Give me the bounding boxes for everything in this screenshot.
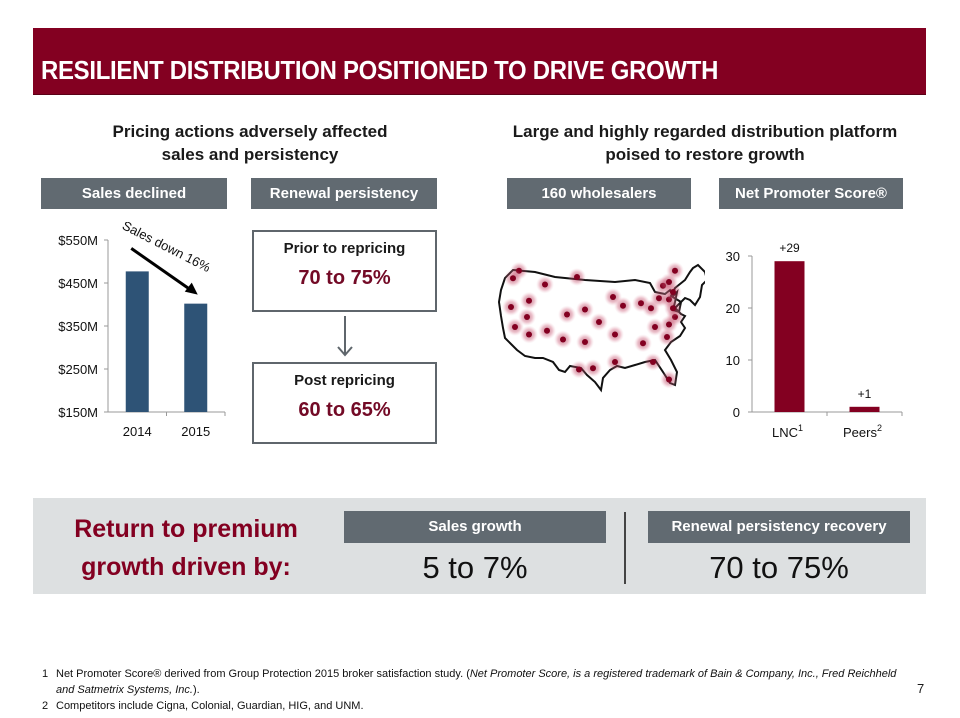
renewal-recovery-value: 70 to 75% bbox=[709, 550, 849, 585]
title-bar: RESILIENT DISTRIBUTION POSITIONED TO DRI… bbox=[33, 28, 926, 94]
wholesaler-dot bbox=[542, 281, 548, 288]
growth-heading-line2: growth driven by: bbox=[81, 553, 291, 581]
wholesaler-dot bbox=[582, 306, 588, 313]
wholesaler-dot bbox=[670, 305, 676, 312]
footnote-2-number: 2 bbox=[42, 700, 49, 712]
footnote-2-text: Competitors include Cigna, Colonial, Gua… bbox=[56, 700, 364, 712]
down-arrow-icon bbox=[337, 316, 353, 357]
sales-growth-label: Sales growth bbox=[344, 511, 606, 543]
bar-Peers bbox=[849, 406, 880, 412]
wholesaler-dot bbox=[508, 304, 514, 310]
data-label: +1 bbox=[858, 387, 872, 401]
renewal-recovery-label: Renewal persistency recovery bbox=[648, 511, 910, 543]
footnote-1-italic: Net Promoter Score, is a registered trad… bbox=[56, 668, 897, 696]
wholesaler-dot bbox=[650, 359, 656, 365]
wholesaler-dot bbox=[666, 321, 672, 328]
wholesaler-dot bbox=[640, 340, 646, 347]
y-tick-label: 0 bbox=[733, 405, 740, 420]
data-label: +29 bbox=[779, 241, 800, 255]
left-section-heading: Pricing actions adversely affected sales… bbox=[60, 120, 440, 166]
wholesaler-dot bbox=[612, 359, 618, 365]
wholesaler-dot bbox=[590, 365, 596, 372]
wholesaler-dot bbox=[510, 275, 516, 282]
wholesaler-dot bbox=[664, 334, 670, 340]
post-repricing-value: 60 to 65% bbox=[298, 399, 391, 421]
wholesaler-dot bbox=[574, 274, 580, 280]
bar-2015 bbox=[184, 303, 208, 412]
sales-down-arrowhead bbox=[184, 282, 198, 295]
renewal-persistency-label: Renewal persistency bbox=[251, 178, 437, 209]
footnote-superscript: 1 bbox=[798, 423, 803, 433]
post-repricing-box: Post repricing 60 to 65% bbox=[252, 362, 437, 444]
wholesaler-dot bbox=[544, 327, 550, 334]
wholesalers-label: 160 wholesalers bbox=[507, 178, 691, 209]
right-section-heading: Large and highly regarded distribution p… bbox=[480, 120, 930, 166]
wholesaler-dot bbox=[666, 279, 672, 285]
wholesaler-dot bbox=[672, 267, 678, 274]
prior-repricing-value: 70 to 75% bbox=[298, 267, 391, 289]
footnote-1-end: ). bbox=[192, 684, 200, 696]
wholesaler-dot bbox=[666, 376, 672, 383]
us-map bbox=[497, 261, 705, 393]
wholesaler-dot bbox=[576, 366, 582, 373]
sales-down-arrow bbox=[130, 247, 193, 292]
x-tick-label: 2014 bbox=[123, 424, 152, 439]
y-tick-label: 30 bbox=[726, 249, 740, 264]
wholesaler-dot bbox=[524, 314, 530, 320]
post-repricing-label: Post repricing bbox=[294, 372, 395, 389]
wholesaler-dot bbox=[620, 302, 626, 309]
footnote-1-number: 1 bbox=[42, 668, 49, 680]
footnote-1-text: Net Promoter Score® derived from Group P… bbox=[56, 668, 470, 680]
page-title: RESILIENT DISTRIBUTION POSITIONED TO DRI… bbox=[41, 55, 719, 85]
growth-heading-line1: Return to premium bbox=[74, 515, 298, 543]
wholesaler-dot bbox=[652, 324, 658, 330]
left-heading-line1: Pricing actions adversely affected bbox=[112, 122, 388, 141]
bar-2014 bbox=[125, 271, 149, 412]
y-tick-label: $150M bbox=[58, 405, 98, 420]
wholesaler-dot bbox=[638, 300, 644, 307]
prior-repricing-box: Prior to repricing 70 to 75% bbox=[252, 230, 437, 312]
right-heading-line1: Large and highly regarded distribution p… bbox=[512, 122, 898, 141]
wholesaler-dot bbox=[648, 305, 654, 312]
wholesaler-dot bbox=[596, 319, 602, 325]
prior-repricing-label: Prior to repricing bbox=[283, 240, 406, 257]
x-tick-label: 2015 bbox=[181, 424, 210, 439]
footnotes: 1 Net Promoter Score® derived from Group… bbox=[42, 666, 902, 714]
y-tick-label: $250M bbox=[58, 362, 98, 377]
y-tick-label: $450M bbox=[58, 276, 98, 291]
left-heading-line2: sales and persistency bbox=[161, 145, 339, 164]
wholesaler-dot bbox=[560, 336, 566, 343]
wholesaler-dot bbox=[610, 294, 616, 300]
footnote-1-body: Net Promoter Score® derived from Group P… bbox=[56, 666, 902, 698]
wholesaler-dot bbox=[612, 331, 618, 338]
y-tick-label: $550M bbox=[58, 233, 98, 248]
right-heading-line2: poised to restore growth bbox=[605, 145, 805, 164]
y-tick-label: 10 bbox=[726, 353, 740, 368]
nps-bar-chart: 0 10 20 30 LNC1 Peers2 +29 +1 bbox=[726, 241, 903, 440]
y-tick-label: $350M bbox=[58, 319, 98, 334]
page-number: 7 bbox=[917, 681, 925, 696]
sales-growth-value: 5 to 7% bbox=[422, 550, 528, 585]
wholesaler-dot bbox=[512, 324, 518, 330]
nps-label: Net Promoter Score® bbox=[719, 178, 903, 209]
wholesaler-dot bbox=[582, 339, 588, 345]
sales-declined-label: Sales declined bbox=[41, 178, 227, 209]
wholesaler-dot bbox=[564, 311, 570, 318]
footnote-1: 1 Net Promoter Score® derived from Group… bbox=[42, 666, 902, 698]
wholesaler-dot bbox=[526, 297, 532, 304]
x-tick-label: LNC1 bbox=[772, 423, 803, 440]
growth-drivers-heading: Return to premium growth driven by: bbox=[51, 510, 321, 586]
y-tick-label: 20 bbox=[726, 301, 740, 316]
wholesaler-dot bbox=[526, 331, 532, 338]
band-divider bbox=[624, 512, 626, 584]
x-tick-label: Peers2 bbox=[843, 423, 882, 440]
bar-LNC bbox=[774, 261, 805, 412]
growth-drivers-band: Return to premium growth driven by: Sale… bbox=[33, 498, 926, 594]
footnote-superscript: 2 bbox=[877, 423, 882, 433]
footnote-2: 2 Competitors include Cigna, Colonial, G… bbox=[42, 698, 902, 714]
